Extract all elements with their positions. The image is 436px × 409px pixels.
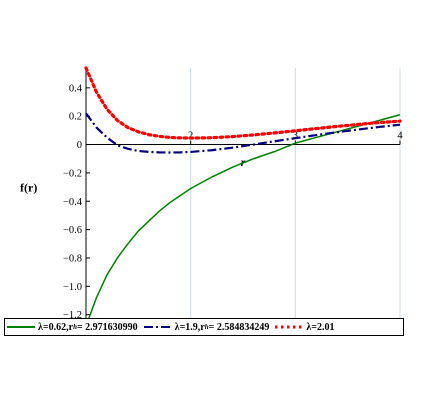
legend-item-1: λ=0.62,r h = 2.971630990	[7, 322, 138, 333]
legend-label-value: = 2.584834249	[208, 321, 270, 333]
y-tick-label: −0.2	[63, 168, 82, 179]
y-tick-label: 0.2	[69, 112, 82, 123]
legend-swatch-3	[275, 325, 304, 329]
legend-label-subscript: h	[204, 323, 209, 331]
legend-label-subscript: h	[73, 323, 77, 331]
series-line-3	[84, 66, 402, 140]
y-tick-label: 0.4	[69, 83, 83, 94]
legend-swatch-1	[7, 326, 35, 328]
y-tick-label: −0.4	[63, 197, 83, 208]
legend-label-value: = 2.971630990	[76, 321, 138, 333]
chart-legend: λ=0.62,r h = 2.971630990 λ=1.9,r h = 2.5848…	[4, 318, 404, 336]
y-tick-label: −1.0	[63, 282, 82, 293]
series-line-2	[85, 112, 401, 154]
chart-svg: 0.4 0.2 0 −0.2 −0.4 −0.6 −0.8 −1.0 −1.2 2 3 4 f(r) r	[20, 66, 403, 320]
x-tick-label: 3	[293, 131, 298, 142]
legend-swatch-2	[143, 326, 172, 328]
y-axis-label: f(r)	[20, 180, 37, 194]
x-tick-label: 2	[188, 131, 193, 142]
legend-label: λ=0.62,r	[38, 321, 74, 333]
y-tick-label: −0.8	[63, 253, 82, 264]
legend-item-3: λ=2.01	[275, 322, 334, 333]
legend-label: λ=1.9,r	[174, 321, 205, 333]
y-tick-label: −1.2	[63, 310, 82, 320]
y-tick-label: 0	[77, 140, 82, 151]
legend-item-2: λ=1.9,r h = 2.584834249	[143, 321, 270, 333]
y-tick-label: −0.6	[63, 225, 82, 236]
x-tick-label: 4	[397, 131, 403, 142]
legend-label: λ=2.01	[306, 321, 335, 333]
x-axis-label: r	[241, 155, 246, 169]
